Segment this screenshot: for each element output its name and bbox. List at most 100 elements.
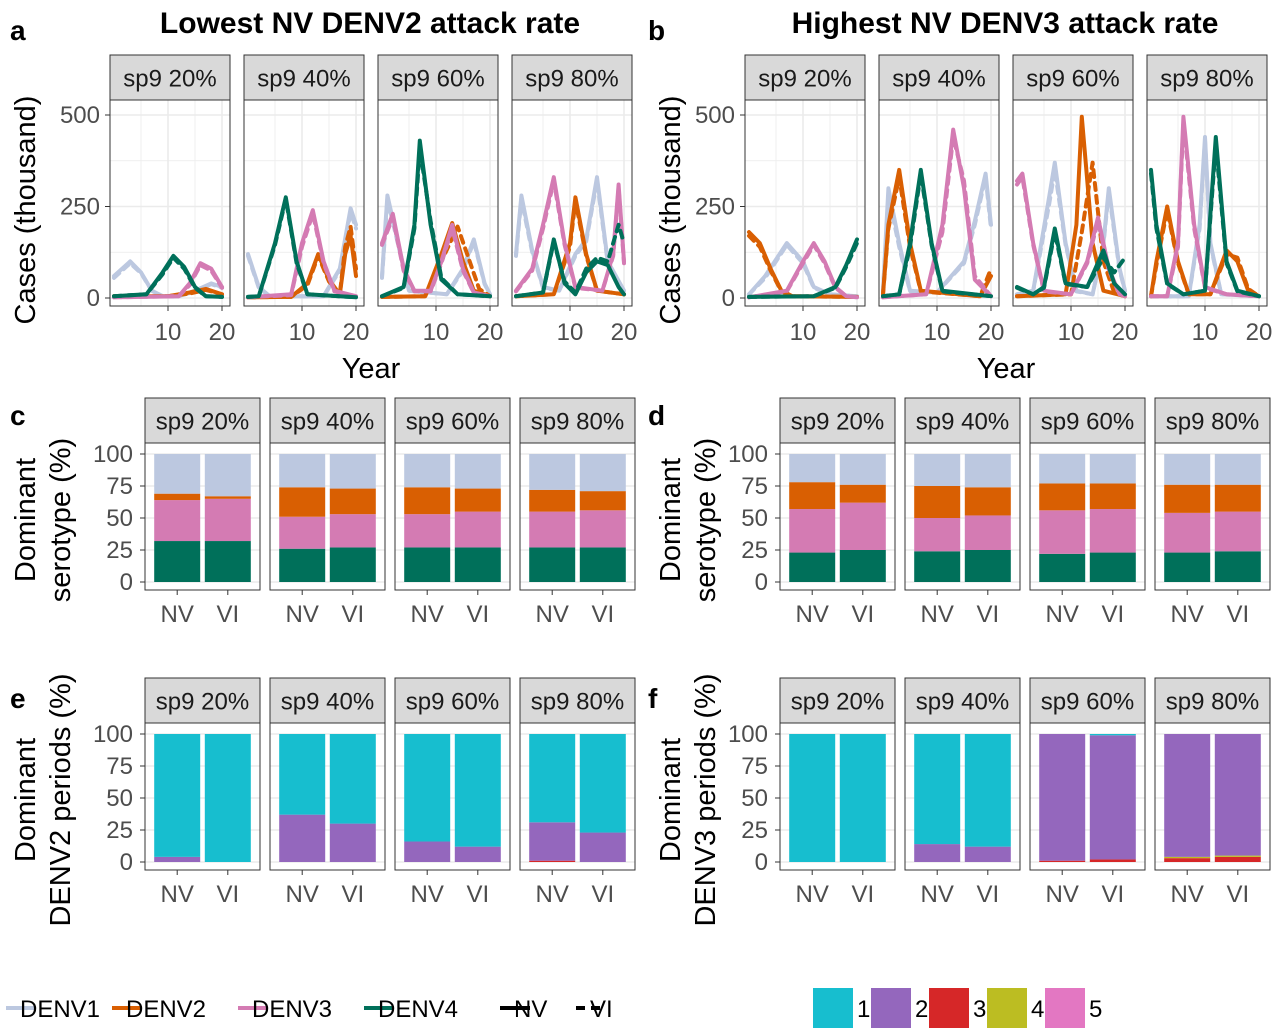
y-tick-label: 100 [93,721,133,748]
x-tick-label: VI [591,881,614,908]
bar-segment-denv4 [279,548,326,582]
panel-letter: f [648,683,658,714]
facet-label: sp9 60% [406,689,499,716]
legend-swatch [871,988,911,1028]
y-tick-label: 100 [93,441,133,468]
plot-border [878,99,1000,307]
bar-segment-denv3 [914,518,961,552]
facet-label: sp9 40% [916,409,1009,436]
y-tick-label: 25 [106,537,133,564]
facet-lines [514,175,626,299]
plot-border [1146,99,1268,307]
series-line-denv1-vi [1015,167,1127,297]
bar-segment-denv1 [279,454,326,488]
legend-label: 1 [857,996,870,1023]
bar-segment-denv4 [1039,553,1086,582]
x-tick-label: NV [796,881,829,908]
x-tick-label: NV [921,881,954,908]
x-tick-label: NV [161,601,194,628]
bar-segment-2 [404,841,451,862]
y-tick-label: 25 [741,537,768,564]
facet-label: sp9 80% [1160,66,1253,93]
x-tick-label: VI [466,881,489,908]
bar-segment-1 [964,734,1011,847]
legend-swatch [1045,988,1085,1028]
facet-strip [779,677,896,724]
legend-label: 4 [1031,996,1044,1023]
y-tick-label: 0 [120,849,133,876]
bar-segment-1 [914,734,961,845]
bar-segment-2 [529,822,576,861]
x-tick-label: 10 [289,319,316,346]
x-tick-label: 10 [423,319,450,346]
series-line-denv3-vi [514,178,626,294]
plot-border [519,442,636,591]
series-line-denv4-vi [112,255,224,299]
panel-title: Lowest NV DENV2 attack rate [160,7,580,40]
facet-lines [881,127,993,300]
bar-segment-denv3 [204,498,251,542]
bar-segment-denv1 [579,454,626,492]
x-tick-label: 20 [978,319,1005,346]
y-tick-label: 50 [741,785,768,812]
bar-segment-2 [1089,735,1136,860]
bar-segment-denv4 [1089,552,1136,582]
x-tick-label: 20 [611,319,638,346]
series-line-denv4-vi [747,241,859,299]
x-tick-label: NV [411,601,444,628]
series-line-denv3-vi [747,242,859,300]
bar-segment-1 [329,734,376,824]
y-axis-label-line2: DENV3 periods (%) [690,673,722,926]
x-axis-label: Year [977,353,1036,385]
facet-label: sp9 60% [1026,66,1119,93]
y-axis-label-line1: Dominant [655,458,687,582]
bar-segment-denv3 [529,511,576,548]
y-tick-label: 50 [106,505,133,532]
series-line-denv3-vi [112,263,224,300]
plot-border [779,442,896,591]
bar-segment-4 [1164,856,1211,859]
bar-segment-denv1 [154,454,201,494]
y-tick-label: 250 [60,194,100,221]
x-tick-label: VI [341,601,364,628]
y-tick-label: 500 [695,102,735,129]
bar-segment-1 [279,734,326,815]
facet-label: sp9 40% [257,66,350,93]
bar-segment-denv4 [839,550,886,582]
bar-segment-1 [789,734,836,862]
bar-segment-denv2 [1164,484,1211,513]
facet-label: sp9 60% [1041,409,1134,436]
facet-label: sp9 40% [892,66,985,93]
x-tick-label: NV [536,601,569,628]
y-axis-label: Cases (thousand) [655,96,687,325]
bar-segment-denv2 [329,488,376,515]
facet-label: sp9 20% [156,409,249,436]
legend-label: 5 [1089,996,1102,1023]
bar-segment-denv4 [329,547,376,582]
plot-border [269,442,386,591]
x-tick-label: NV [286,601,319,628]
bar-segment-3 [529,860,576,862]
bar-segment-denv4 [789,552,836,582]
bar-segment-1 [839,734,886,862]
facet-strip [269,397,386,444]
y-axis-label: Cases (thousand) [10,96,42,325]
facet-label: sp9 20% [123,66,216,93]
bar-segment-denv1 [1039,454,1086,484]
x-tick-label: VI [216,601,239,628]
bar-segment-denv1 [789,454,836,483]
facet-strip [144,397,261,444]
facet-strip [144,677,261,724]
bar-segment-1 [204,734,251,862]
facet-lines [380,138,492,299]
bar-segment-denv4 [404,547,451,582]
plot-background [745,100,865,306]
facet-label: sp9 80% [1166,409,1259,436]
bar-segment-denv1 [1164,454,1211,485]
bar-segment-denv4 [154,541,201,582]
y-tick-label: 25 [741,817,768,844]
y-axis-label-line2: serotype (%) [690,438,722,602]
x-tick-label: 20 [844,319,871,346]
x-tick-label: 10 [155,319,182,346]
series-line-denv4-vi [514,222,626,299]
